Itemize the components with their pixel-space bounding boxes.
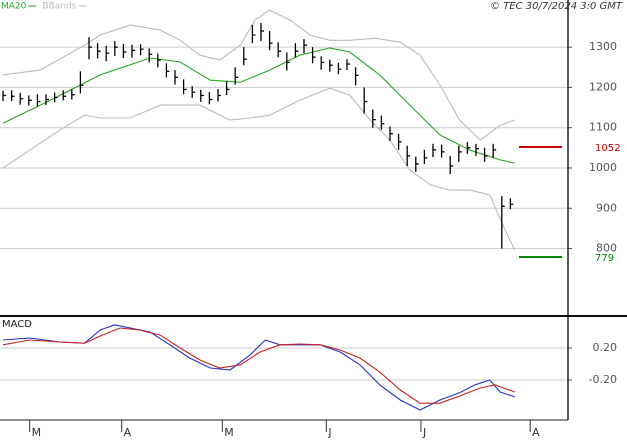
- y-tick-label: 1300: [589, 40, 617, 53]
- x-tick-label: M: [224, 426, 234, 439]
- x-tick-label: A: [124, 426, 132, 439]
- y-tick-label: 1100: [589, 121, 617, 134]
- y-tick-label: 1000: [589, 161, 617, 174]
- y-tick-label: 900: [596, 201, 617, 214]
- legend-label: BBands: [42, 2, 76, 12]
- copyright: © TEC 30/7/2024 3:0 GMT: [490, 1, 623, 12]
- legend-label: MA20: [1, 2, 27, 12]
- x-tick-label: J: [327, 426, 331, 439]
- x-tick-label: M: [32, 426, 42, 439]
- level-label: 1052: [595, 143, 620, 154]
- band-upper: [2, 9, 515, 141]
- y-tick-label: 1200: [589, 80, 617, 93]
- level-label: 779: [595, 253, 614, 264]
- y-tick-label: 0.20: [593, 341, 618, 354]
- macd-line: [2, 327, 515, 404]
- y-tick-label: 800: [596, 242, 617, 255]
- macd-line: [2, 324, 515, 411]
- band-lower: [2, 87, 516, 251]
- panel-title: MACD: [2, 319, 32, 330]
- x-tick-label: A: [532, 426, 540, 439]
- x-tick-label: J: [422, 426, 426, 439]
- y-tick-label: -0.20: [589, 373, 617, 386]
- ma-line: [2, 47, 515, 164]
